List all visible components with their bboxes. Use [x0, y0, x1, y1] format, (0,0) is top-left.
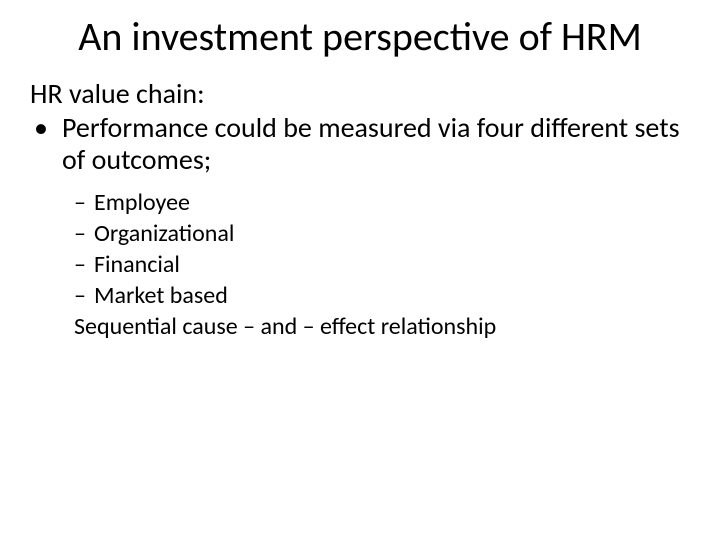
slide-title: An investment perspective of HRM	[0, 0, 720, 60]
bullet-marker: •	[30, 112, 62, 144]
list-item: – Market based	[74, 280, 690, 311]
slide-body: HR value chain: • Performance could be m…	[0, 60, 720, 343]
lead-text: HR value chain:	[30, 78, 690, 110]
list-item-label: Market based	[94, 280, 690, 311]
list-item-label: Financial	[94, 249, 690, 280]
list-item: – Employee	[74, 187, 690, 218]
closing-text: Sequential cause – and – effect relation…	[74, 311, 690, 342]
sub-list: – Employee – Organizational – Financial …	[30, 187, 690, 343]
bullet-text: Performance could be measured via four d…	[62, 112, 690, 176]
bullet-item: • Performance could be measured via four…	[30, 112, 690, 176]
dash-icon: –	[74, 187, 94, 218]
dash-icon: –	[74, 249, 94, 280]
list-item: – Organizational	[74, 218, 690, 249]
list-item: – Financial	[74, 249, 690, 280]
dash-icon: –	[74, 280, 94, 311]
dash-icon: –	[74, 218, 94, 249]
list-item-label: Employee	[94, 187, 690, 218]
list-item-label: Organizational	[94, 218, 690, 249]
slide: An investment perspective of HRM HR valu…	[0, 0, 720, 540]
